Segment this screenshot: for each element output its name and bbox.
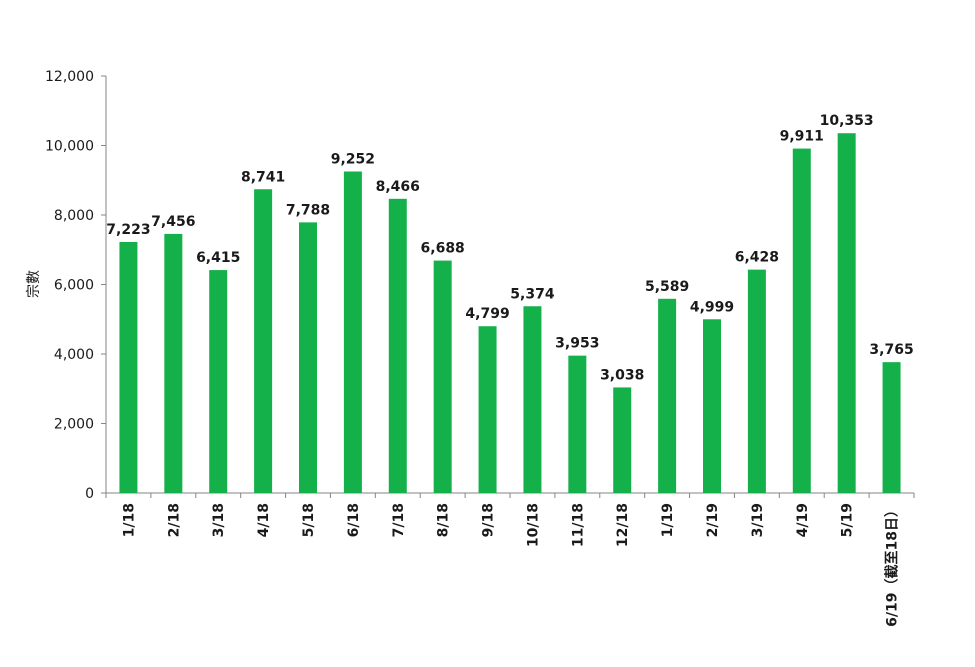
y-tick-label: 4,000 [54, 347, 94, 363]
x-tick-label: 1/18 [121, 503, 137, 537]
x-tick-label: 6/18 [346, 503, 362, 537]
bar-16 [792, 148, 811, 493]
x-tick-label: 2/19 [705, 503, 721, 537]
bar-3 [209, 270, 228, 493]
x-tick-label: 2/18 [166, 503, 182, 537]
bar-9 [478, 326, 497, 493]
data-label: 8,466 [376, 179, 420, 195]
bar-14 [703, 319, 721, 493]
y-axis-title: 宗數 [26, 270, 42, 298]
data-label: 9,911 [780, 129, 824, 145]
y-tick-label: 6,000 [54, 278, 94, 294]
x-tick-label: 9/18 [481, 503, 497, 537]
x-tick-label: 6/19（截至18日） [884, 503, 901, 627]
y-tick-label: 8,000 [54, 208, 94, 224]
x-tick-label: 4/18 [256, 503, 272, 537]
bar-5 [299, 222, 317, 493]
bar-18 [882, 362, 901, 493]
data-label: 6,428 [735, 250, 779, 266]
x-tick-label: 4/19 [795, 503, 811, 537]
x-tick-label: 8/18 [436, 503, 452, 537]
data-label: 10,353 [820, 113, 874, 129]
x-tick-label: 3/18 [211, 503, 227, 537]
data-label: 8,741 [241, 169, 285, 185]
bar-8 [433, 260, 452, 493]
data-label: 5,374 [510, 286, 555, 302]
bar-2 [164, 233, 183, 494]
data-label: 6,415 [196, 250, 240, 266]
x-tick-label: 12/18 [615, 503, 631, 547]
bar-1 [119, 242, 138, 493]
bar-15 [747, 269, 766, 493]
y-tick-label: 12,000 [45, 69, 94, 85]
data-label: 5,589 [645, 279, 689, 295]
x-tick-label: 5/19 [840, 503, 856, 537]
data-label: 3,038 [600, 367, 644, 383]
bar-6 [343, 171, 362, 494]
data-label: 4,999 [690, 299, 734, 315]
x-tick-label: 10/18 [525, 503, 541, 547]
y-tick-label: 2,000 [54, 417, 94, 433]
data-label: 3,765 [869, 342, 913, 358]
plot-area: 0 2,000 4,000 6,000 8,000 10,000 12,000 7,223 1/… [45, 69, 915, 627]
bar-7 [388, 198, 407, 493]
bar-10 [523, 306, 542, 493]
x-tick-label: 7/18 [391, 503, 407, 537]
y-tick-label: 10,000 [45, 139, 94, 155]
bar-17 [837, 133, 856, 493]
data-label: 7,223 [106, 222, 150, 238]
bar-4 [254, 189, 273, 493]
x-tick-label: 1/19 [660, 503, 676, 537]
data-label: 3,953 [555, 336, 599, 352]
x-tick-label: 3/19 [750, 503, 766, 537]
data-label: 4,799 [465, 306, 509, 322]
data-label: 7,788 [286, 202, 330, 218]
data-label: 7,456 [151, 214, 195, 230]
data-label: 6,688 [421, 241, 465, 257]
x-tick-label: 11/18 [570, 503, 586, 547]
x-tick-label: 5/18 [301, 503, 317, 537]
bar-13 [658, 298, 677, 493]
data-label: 9,252 [331, 151, 375, 167]
bar-12 [613, 387, 632, 493]
bar-11 [568, 355, 587, 493]
y-tick-label: 0 [85, 486, 94, 502]
